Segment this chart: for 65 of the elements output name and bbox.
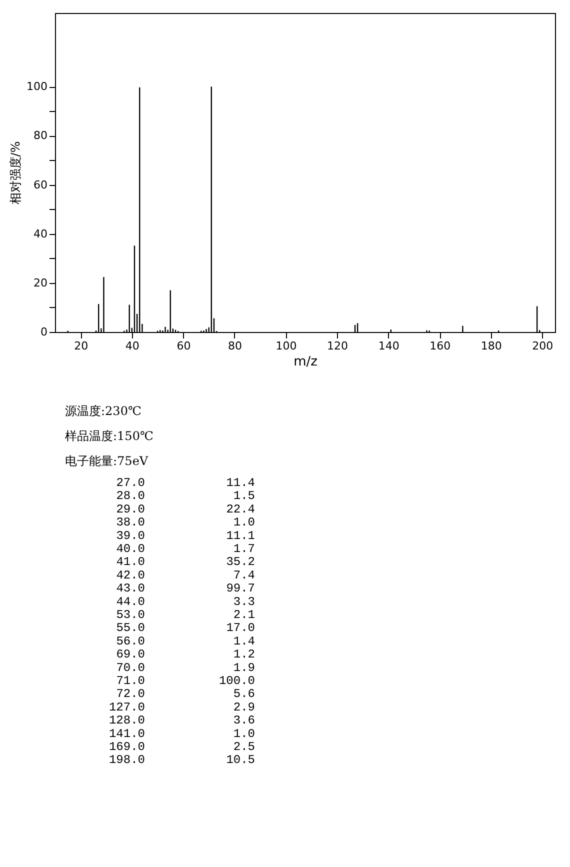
y-tick-label: 0 — [40, 326, 48, 338]
y-tick-label: 40 — [34, 227, 48, 240]
text: 55.0 — [116, 621, 145, 636]
y-axis-title: 相对强度/% — [8, 141, 23, 205]
text: 44.0 — [116, 594, 145, 609]
text: 127.0 — [108, 700, 145, 714]
text: 40.0 — [116, 542, 145, 556]
text: 5.6 — [233, 687, 255, 702]
text: 70.0 — [116, 660, 145, 675]
text: 7.4 — [233, 568, 255, 582]
text: 128.0 — [108, 714, 145, 728]
text: 10.5 — [226, 753, 255, 768]
x-axis-title: m/z — [294, 354, 318, 370]
x-tick-label: 20 — [74, 340, 88, 352]
y-tick-label: 60 — [34, 178, 48, 192]
text: 1.0 — [233, 516, 255, 530]
y-tick-label: 20 — [34, 276, 48, 290]
text: 53.0 — [116, 608, 145, 622]
text: 3.6 — [233, 714, 255, 728]
text: 99.7 — [226, 582, 255, 596]
text: 样品温度:150℃ — [65, 429, 154, 443]
text: 1.4 — [233, 634, 255, 648]
text: 源温度:230℃ — [65, 404, 142, 418]
text: 169.0 — [108, 740, 145, 754]
x-tick-label: 60 — [176, 340, 191, 352]
text: 2.9 — [233, 700, 255, 714]
text: 电子能量:75eV — [65, 454, 148, 468]
x-tick-label: 80 — [228, 340, 242, 352]
text: 1.5 — [233, 489, 255, 504]
text: 141.0 — [108, 726, 145, 741]
text: 39.0 — [116, 528, 145, 543]
text: 28.0 — [116, 489, 145, 504]
text: 11.4 — [226, 476, 255, 490]
text: 22.4 — [226, 502, 255, 516]
text: 43.0 — [116, 582, 145, 596]
text: 29.0 — [116, 502, 145, 516]
text: 69.0 — [116, 648, 145, 662]
x-tick-label: 200 — [532, 340, 554, 352]
x-tick-label: 160 — [430, 340, 451, 352]
text: 11.1 — [226, 528, 255, 543]
text: 71.0 — [116, 674, 145, 688]
text: 41.0 — [116, 555, 145, 570]
text: 56.0 — [116, 634, 145, 648]
y-tick-label: 80 — [34, 129, 48, 142]
text: 72.0 — [116, 687, 145, 702]
text: 17.0 — [226, 621, 255, 636]
text: 38.0 — [116, 516, 145, 530]
text: 2.1 — [233, 608, 255, 622]
text: 27.0 — [116, 476, 145, 490]
x-tick-label: 140 — [378, 340, 400, 352]
text: 1.9 — [233, 660, 255, 675]
text: 1.0 — [233, 726, 255, 741]
text: 100.0 — [218, 674, 255, 688]
x-tick-label: 120 — [327, 340, 348, 352]
y-tick-label: 100 — [26, 80, 48, 94]
text: 35.2 — [226, 555, 255, 570]
text: 42.0 — [116, 568, 145, 582]
x-tick-label: 180 — [480, 340, 502, 352]
text: 3.3 — [233, 594, 255, 609]
x-tick-label: 100 — [276, 340, 297, 352]
text: 198.0 — [108, 753, 145, 768]
text: 1.7 — [233, 542, 255, 556]
x-tick-label: 40 — [125, 340, 140, 352]
text: 2.5 — [233, 740, 255, 754]
text: 1.2 — [233, 648, 255, 662]
